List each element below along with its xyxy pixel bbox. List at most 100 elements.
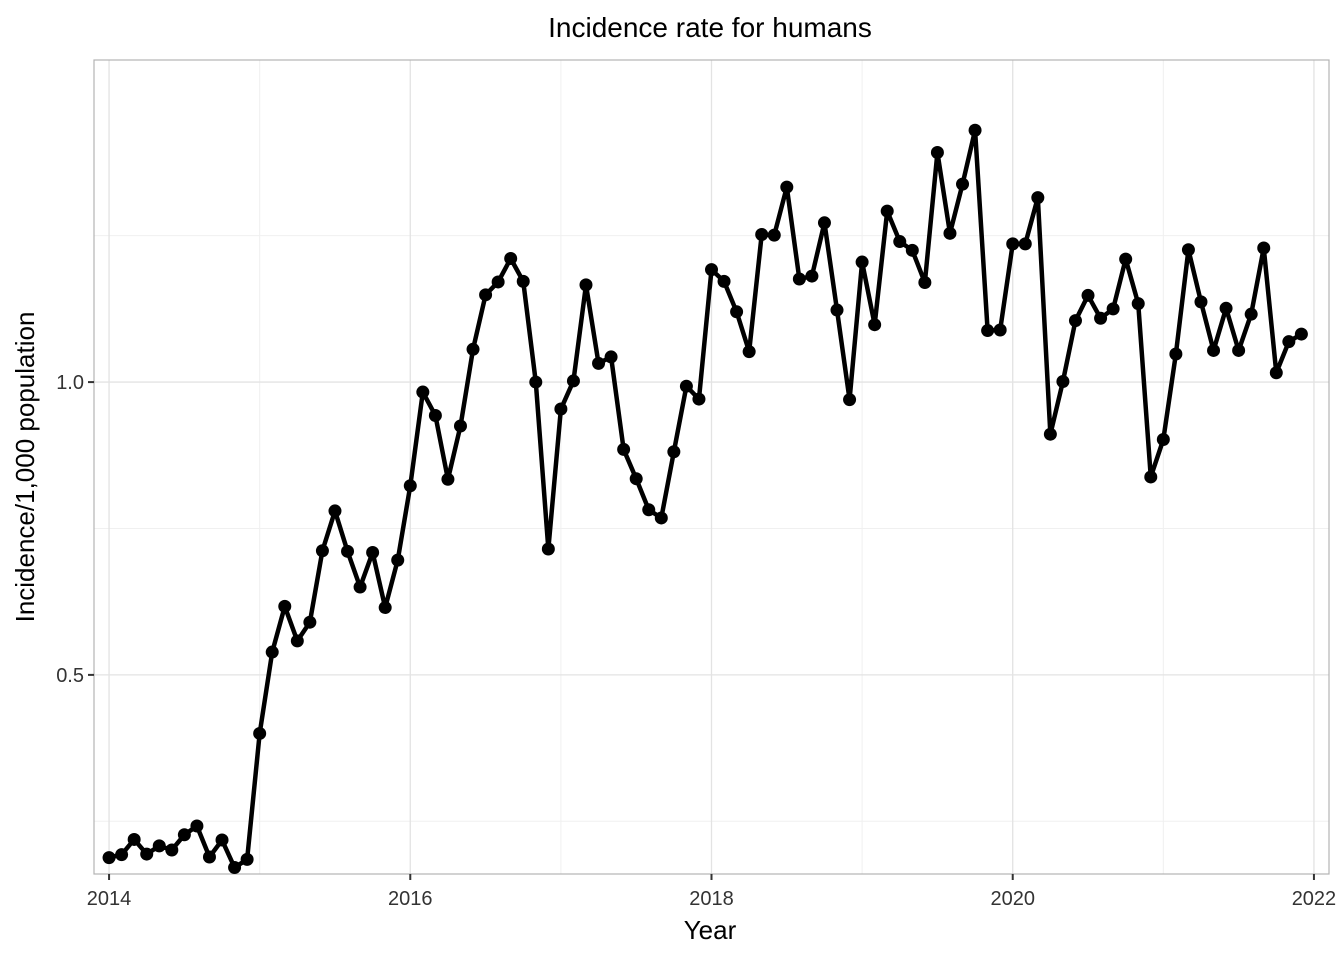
y-tick-label: 1.0: [56, 372, 84, 394]
data-point: [817, 216, 831, 230]
data-point: [604, 350, 618, 364]
x-axis-title: Year: [684, 915, 737, 945]
data-point: [566, 374, 580, 388]
data-point: [466, 342, 480, 356]
data-point: [177, 828, 191, 842]
data-point: [215, 833, 229, 847]
data-point: [491, 275, 505, 289]
data-point: [667, 445, 681, 459]
data-point: [328, 504, 342, 518]
data-point: [102, 851, 116, 865]
data-point: [755, 228, 769, 242]
data-point: [629, 472, 643, 486]
data-point: [956, 177, 970, 191]
data-point: [428, 408, 442, 422]
x-tick-label: 2020: [990, 888, 1035, 910]
data-point: [993, 323, 1007, 337]
data-point: [228, 861, 242, 875]
data-point: [1018, 237, 1032, 251]
data-point: [1257, 241, 1271, 255]
data-point: [855, 255, 869, 269]
data-point: [1144, 470, 1158, 484]
x-tick-label: 2022: [1292, 888, 1337, 910]
y-axis: 0.5 1.0: [56, 372, 94, 687]
data-point: [579, 278, 593, 292]
data-point: [742, 345, 756, 359]
data-point: [1194, 295, 1208, 309]
data-point: [1006, 237, 1020, 251]
data-point: [805, 269, 819, 283]
data-point: [943, 226, 957, 240]
data-point: [529, 375, 543, 389]
series-layer: [102, 123, 1308, 875]
data-point: [1219, 301, 1233, 315]
data-point: [479, 288, 493, 302]
chart-title: Incidence rate for humans: [548, 12, 872, 43]
data-point: [265, 645, 279, 659]
y-axis-title: Incidence/1,000 population: [10, 312, 40, 623]
x-tick-label: 2014: [87, 888, 132, 910]
data-point: [378, 601, 392, 615]
data-point: [115, 848, 129, 862]
data-point: [1269, 366, 1283, 380]
data-point: [918, 276, 932, 290]
data-point: [554, 402, 568, 416]
major-gridlines: [94, 60, 1329, 874]
data-point: [1232, 343, 1246, 357]
data-point: [1156, 432, 1170, 446]
data-point: [642, 503, 656, 517]
data-point: [780, 180, 794, 194]
data-point: [253, 726, 267, 740]
data-point: [127, 832, 141, 846]
data-point: [830, 303, 844, 317]
data-point: [730, 305, 744, 319]
data-point: [880, 204, 894, 218]
y-tick-label: 0.5: [56, 665, 84, 687]
x-axis: 2014 2016 2018 2020 2022: [87, 874, 1336, 910]
data-point: [1282, 335, 1296, 349]
data-point: [1056, 375, 1070, 388]
data-point: [366, 546, 380, 559]
data-point: [1181, 243, 1195, 257]
data-point: [905, 243, 919, 257]
data-point: [403, 479, 417, 493]
series-line: [106, 128, 1304, 870]
data-point: [717, 274, 731, 288]
data-point: [541, 542, 555, 556]
data-point: [152, 839, 166, 853]
data-point: [202, 850, 216, 864]
data-point: [981, 324, 995, 338]
data-point: [1294, 327, 1308, 341]
data-point: [516, 274, 530, 288]
data-point: [1094, 311, 1108, 325]
data-point: [654, 511, 668, 525]
data-point: [692, 392, 706, 406]
data-point: [416, 385, 430, 399]
data-point: [1106, 302, 1120, 316]
data-point: [767, 228, 781, 242]
x-tick-label: 2018: [689, 888, 734, 910]
data-point: [1068, 314, 1082, 328]
data-point: [290, 634, 304, 648]
data-point: [1244, 307, 1258, 321]
data-point: [893, 235, 907, 249]
data-point: [1169, 347, 1183, 361]
data-point: [391, 553, 405, 567]
data-point: [278, 599, 292, 613]
data-point: [1131, 297, 1145, 311]
data-point: [315, 544, 329, 558]
data-point: [441, 472, 455, 486]
data-point: [705, 263, 718, 277]
data-point: [453, 419, 467, 433]
data-point: [140, 847, 154, 861]
data-point: [1031, 191, 1045, 205]
data-point: [930, 146, 944, 160]
data-point: [1119, 252, 1133, 266]
data-point: [792, 272, 806, 286]
data-point: [303, 615, 317, 629]
data-point: [679, 379, 693, 393]
data-point: [165, 843, 179, 857]
data-point: [504, 252, 518, 266]
data-point: [240, 852, 254, 866]
